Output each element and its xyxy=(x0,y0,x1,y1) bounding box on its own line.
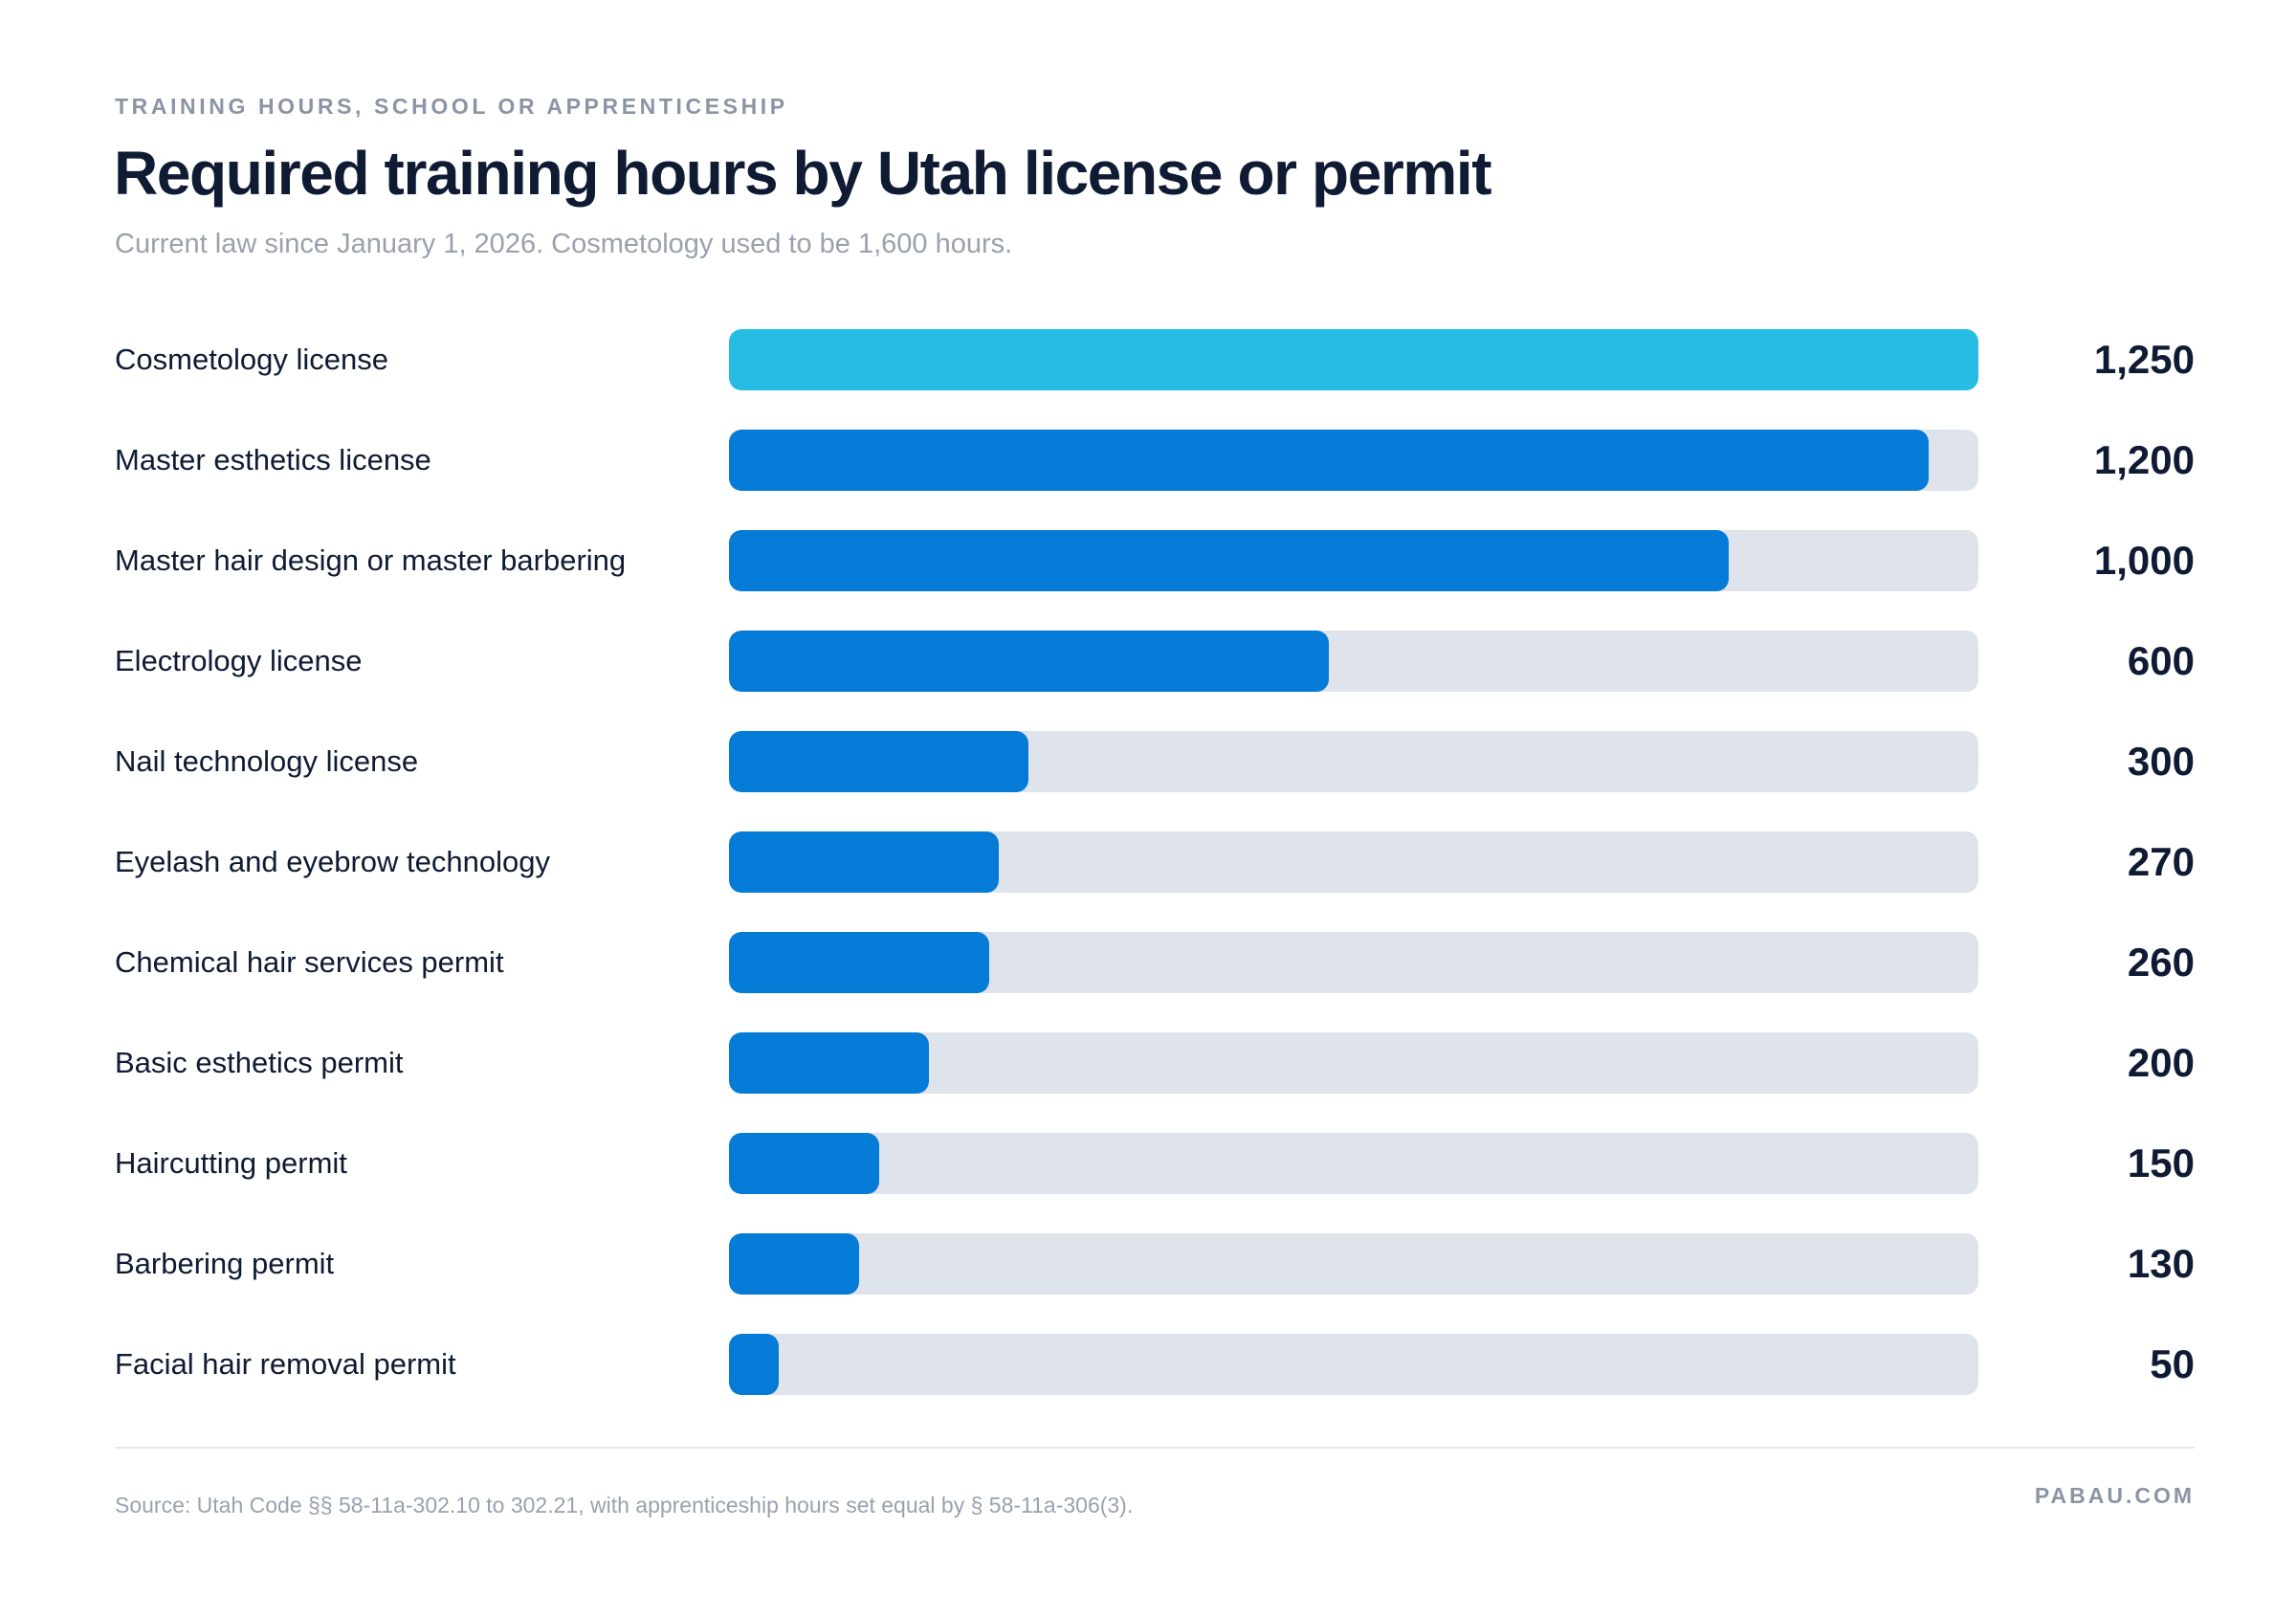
bar-value-label: 1,200 xyxy=(2093,437,2195,482)
bar-row: Haircutting permit 150 xyxy=(0,1133,2296,1194)
bar xyxy=(729,1334,779,1395)
bar-row: Master hair design or master barbering 1,… xyxy=(0,530,2296,591)
bar-category-label: Basic esthetics permit xyxy=(115,1046,404,1079)
bar-row: Eyelash and eyebrow technology 270 xyxy=(0,831,2296,893)
bar-track xyxy=(729,1334,1978,1395)
footer-divider xyxy=(115,1447,2195,1449)
brand-logo-text: PABAU.COM xyxy=(2034,1483,2195,1508)
bar-category-label: Master hair design or master barbering xyxy=(115,543,627,577)
bar-category-label: Master esthetics license xyxy=(115,443,431,476)
bar xyxy=(729,430,1929,491)
bar xyxy=(729,530,1729,591)
bar xyxy=(729,1233,859,1295)
bar xyxy=(729,631,1329,692)
bar-category-label: Electrology license xyxy=(115,644,363,677)
bar-value-label: 1,000 xyxy=(2093,538,2195,583)
bar-track xyxy=(729,329,1978,390)
bar-category-label: Haircutting permit xyxy=(115,1146,347,1180)
bar-value-label: 130 xyxy=(2127,1241,2195,1286)
bar xyxy=(729,831,999,893)
bar-value-label: 200 xyxy=(2127,1040,2195,1085)
bar-value-label: 150 xyxy=(2127,1141,2195,1185)
bar-row: Chemical hair services permit 260 xyxy=(0,932,2296,993)
bar-category-label: Nail technology license xyxy=(115,744,419,778)
bar-value-label: 600 xyxy=(2127,638,2195,683)
bar-category-label: Chemical hair services permit xyxy=(115,945,504,979)
bar-track xyxy=(729,631,1978,692)
bar-row: Facial hair removal permit 50 xyxy=(0,1334,2296,1395)
bar-category-label: Barbering permit xyxy=(115,1247,335,1280)
chart-subtitle: Current law since January 1, 2026. Cosme… xyxy=(115,229,1013,259)
bar-row: Master esthetics license 1,200 xyxy=(0,430,2296,491)
bar-track xyxy=(729,530,1978,591)
bar-row: Barbering permit 130 xyxy=(0,1233,2296,1295)
bar-value-label: 270 xyxy=(2127,839,2195,884)
chart-eyebrow: TRAINING HOURS, SCHOOL OR APPRENTICESHIP xyxy=(115,94,788,119)
bar-category-label: Cosmetology license xyxy=(115,343,389,376)
bar-category-label: Eyelash and eyebrow technology xyxy=(115,845,550,878)
bar-category-label: Facial hair removal permit xyxy=(115,1347,456,1381)
bar-track xyxy=(729,1032,1978,1094)
bar xyxy=(729,932,989,993)
bar xyxy=(729,1032,929,1094)
bar-row: Nail technology license 300 xyxy=(0,731,2296,792)
bar xyxy=(729,1133,879,1194)
bar-track xyxy=(729,430,1978,491)
bar-track xyxy=(729,932,1978,993)
bar-row: Basic esthetics permit 200 xyxy=(0,1032,2296,1094)
bar-row: Electrology license 600 xyxy=(0,631,2296,692)
bar-value-label: 260 xyxy=(2127,940,2195,985)
bar-track xyxy=(729,731,1978,792)
bar-value-label: 50 xyxy=(2150,1341,2195,1386)
bar-track xyxy=(729,1233,1978,1295)
bar-highlight xyxy=(729,329,1978,390)
bar-track xyxy=(729,831,1978,893)
bar-row: Cosmetology license 1,250 xyxy=(0,329,2296,390)
chart-title: Required training hours by Utah license … xyxy=(114,139,1492,208)
bar-value-label: 1,250 xyxy=(2093,337,2195,382)
bar xyxy=(729,731,1028,792)
bar-value-label: 300 xyxy=(2127,739,2195,784)
bar-track xyxy=(729,1133,1978,1194)
source-note: Source: Utah Code §§ 58-11a-302.10 to 30… xyxy=(115,1493,1134,1517)
